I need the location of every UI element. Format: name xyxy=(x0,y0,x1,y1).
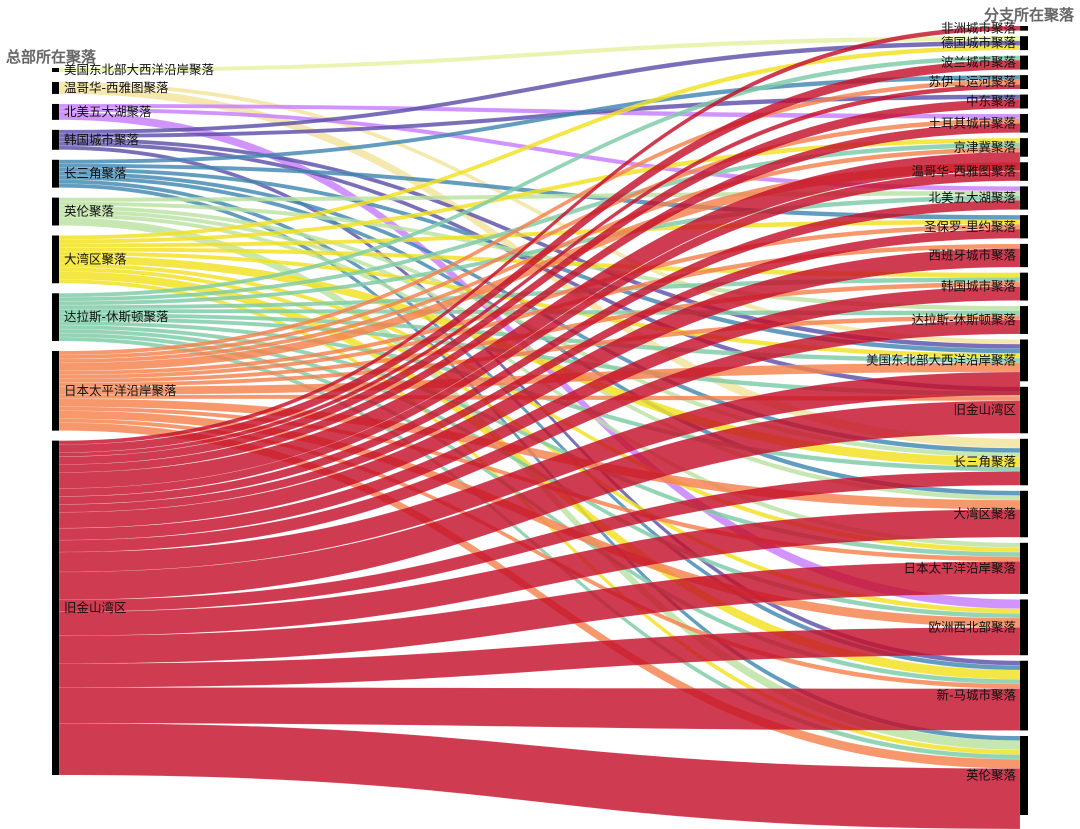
target-node-bar xyxy=(1020,26,1028,31)
target-node-bar xyxy=(1020,138,1028,157)
target-node-label: 西班牙城市聚落 xyxy=(928,248,1016,263)
source-node-label: 美国东北部大西洋沿岸聚落 xyxy=(64,62,215,77)
target-node-label: 新-马城市聚落 xyxy=(936,688,1016,703)
target-node-label: 达拉斯-休斯顿聚落 xyxy=(911,312,1016,327)
flow-link xyxy=(58,98,1021,465)
source-node-label: 温哥华-西雅图聚落 xyxy=(64,80,169,95)
target-node-label: 苏伊士运河聚落 xyxy=(928,74,1016,89)
flow-link xyxy=(58,286,1021,541)
source-node-label: 英伦聚落 xyxy=(64,204,115,219)
target-node-bar xyxy=(1020,215,1028,239)
target-node-bar xyxy=(1020,735,1028,815)
flow-link xyxy=(58,723,1021,829)
source-node-bar xyxy=(52,82,59,94)
flow-link xyxy=(58,627,1021,688)
flow-link xyxy=(58,509,1021,636)
flow-link xyxy=(58,400,1021,601)
flow-link xyxy=(58,228,1021,513)
target-nodes: 非洲城市聚落德国城市聚落波兰城市聚落苏伊士运河聚落中东聚落土耳其城市聚落京津冀聚… xyxy=(866,20,1028,815)
source-node-bar xyxy=(52,103,59,120)
target-node-bar xyxy=(1020,490,1028,538)
target-node-bar xyxy=(1020,162,1028,181)
target-node-bar xyxy=(1020,186,1028,210)
source-nodes: 美国东北部大西洋沿岸聚落温哥华-西雅图聚落北美五大湖聚落韩国城市聚落长三角聚落英… xyxy=(52,62,215,776)
source-node-bar xyxy=(52,235,59,284)
target-node-bar xyxy=(1020,386,1028,434)
source-node-bar xyxy=(52,129,59,150)
target-node-bar xyxy=(1020,75,1028,90)
target-node-bar xyxy=(1020,55,1028,70)
target-node-label: 圣保罗-里约聚落 xyxy=(924,219,1017,234)
target-axis-title: 分支所在聚落 xyxy=(984,6,1075,24)
source-node-bar xyxy=(52,159,59,188)
source-node-label: 长三角聚落 xyxy=(64,166,127,181)
target-node-label: 非洲城市聚落 xyxy=(941,20,1017,35)
target-node-label: 韩国城市聚落 xyxy=(941,279,1017,294)
target-node-label: 温哥华-西雅图聚落 xyxy=(911,164,1016,179)
source-node-label: 北美五大湖聚落 xyxy=(64,104,152,119)
target-node-label: 土耳其城市聚落 xyxy=(928,115,1016,130)
flow-link xyxy=(58,687,1021,731)
source-node-bar xyxy=(52,197,59,226)
source-node-label: 韩国城市聚落 xyxy=(64,132,140,147)
target-node-bar xyxy=(1020,660,1028,731)
source-node-label: 旧金山湾区 xyxy=(64,600,127,615)
target-node-bar xyxy=(1020,339,1028,382)
target-node-label: 旧金山湾区 xyxy=(953,402,1016,417)
sankey-links xyxy=(58,25,1021,829)
target-node-bar xyxy=(1020,114,1028,133)
source-node-label: 达拉斯-休斯顿聚落 xyxy=(64,309,169,324)
target-node-label: 京津冀聚落 xyxy=(953,139,1016,154)
source-node-bar xyxy=(52,293,59,342)
source-node-bar xyxy=(52,68,59,72)
source-node-bar xyxy=(52,351,59,431)
target-node-label: 北美五大湖聚落 xyxy=(928,190,1016,205)
target-node-bar xyxy=(1020,94,1028,109)
target-node-label: 长三角聚落 xyxy=(953,454,1016,469)
target-node-label: 欧洲西北部聚落 xyxy=(928,619,1016,634)
target-node-label: 波兰城市聚落 xyxy=(941,55,1017,70)
flow-link xyxy=(58,561,1021,664)
target-node-bar xyxy=(1020,306,1028,334)
target-node-bar xyxy=(1020,599,1028,656)
target-node-label: 英伦聚落 xyxy=(966,767,1017,782)
flow-link xyxy=(58,319,1021,553)
target-node-label: 中东聚落 xyxy=(966,94,1017,109)
target-node-bar xyxy=(1020,438,1028,486)
target-node-label: 大湾区聚落 xyxy=(953,506,1016,521)
target-node-label: 美国东北部大西洋沿岸聚落 xyxy=(866,352,1017,367)
target-node-bar xyxy=(1020,542,1028,594)
target-node-bar xyxy=(1020,36,1028,51)
source-node-label: 大湾区聚落 xyxy=(64,251,127,266)
target-node-label: 德国城市聚落 xyxy=(941,35,1017,50)
source-axis-title: 总部所在聚落 xyxy=(6,48,97,66)
target-node-bar xyxy=(1020,272,1028,301)
source-node-bar xyxy=(52,440,59,776)
target-node-bar xyxy=(1020,243,1028,268)
source-node-label: 日本太平洋沿岸聚落 xyxy=(64,383,177,398)
target-node-label: 日本太平洋沿岸聚落 xyxy=(903,560,1016,575)
